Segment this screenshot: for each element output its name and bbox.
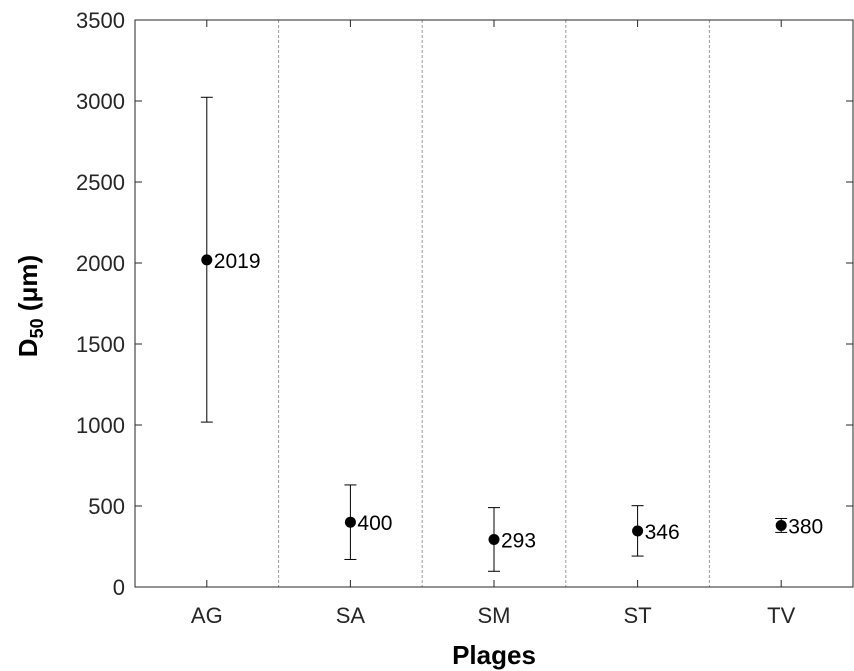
data-point-group: 346 bbox=[631, 505, 680, 557]
data-series: 2019 400 293 346 380 bbox=[200, 96, 823, 572]
y-tick-label: 500 bbox=[88, 494, 125, 519]
x-axis: AG SA SM ST TV bbox=[191, 20, 796, 628]
data-point bbox=[201, 254, 213, 266]
data-label: 2019 bbox=[214, 250, 261, 273]
y-tick-label: 3500 bbox=[76, 8, 125, 33]
y-tick-label: 1500 bbox=[76, 332, 125, 357]
y-axis-title-unit: (μm) bbox=[13, 255, 43, 319]
y-tick-label: 1000 bbox=[76, 413, 125, 438]
y-axis: 0 500 1000 1500 2000 2500 3000 3500 bbox=[76, 8, 853, 600]
data-point bbox=[344, 516, 356, 528]
x-tick-label: AG bbox=[191, 603, 223, 628]
y-axis-title-main: D bbox=[13, 338, 43, 357]
y-tick-label: 2500 bbox=[76, 170, 125, 195]
data-point-group: 2019 bbox=[200, 96, 261, 423]
axes-box bbox=[134, 19, 854, 588]
data-point-group: 400 bbox=[344, 484, 392, 560]
data-point-group: 293 bbox=[488, 507, 536, 572]
y-axis-title: D50 (μm) bbox=[13, 255, 47, 357]
x-tick-label: TV bbox=[767, 603, 795, 628]
y-tick-label: 0 bbox=[113, 575, 125, 600]
data-label: 346 bbox=[645, 521, 680, 544]
x-axis-title: Plages bbox=[452, 640, 536, 670]
x-tick-label: SM bbox=[478, 603, 511, 628]
x-tick-label: SA bbox=[336, 603, 366, 628]
y-tick-label: 2000 bbox=[76, 251, 125, 276]
data-point bbox=[775, 519, 787, 531]
data-point-group: 380 bbox=[775, 515, 823, 538]
y-axis-title-subscript: 50 bbox=[27, 318, 47, 338]
data-point bbox=[488, 534, 500, 546]
category-separators bbox=[278, 20, 710, 587]
data-label: 380 bbox=[788, 515, 823, 538]
data-label: 400 bbox=[357, 512, 392, 535]
data-point bbox=[632, 525, 644, 537]
y-tick-label: 3000 bbox=[76, 89, 125, 114]
x-tick-label: ST bbox=[624, 603, 652, 628]
data-label: 293 bbox=[501, 530, 536, 553]
